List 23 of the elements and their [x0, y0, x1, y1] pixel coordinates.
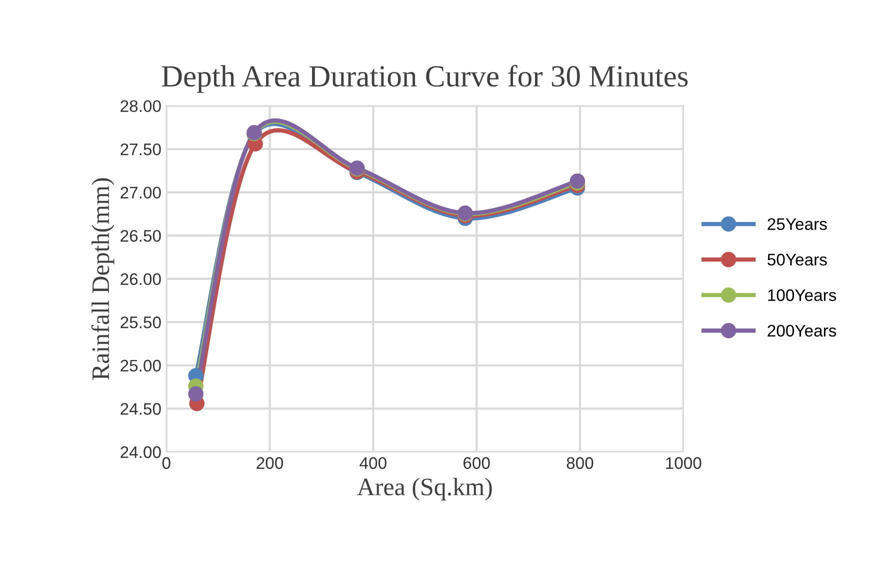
x-tick-label: 600: [464, 457, 490, 469]
x-tick-label: 400: [360, 457, 386, 469]
chart-title: Depth Area Duration Curve for 30 Minutes: [162, 64, 688, 93]
legend-label: 25Years: [768, 218, 827, 230]
legend-label: 50Years: [768, 254, 827, 266]
y-tick-label: 24.00: [120, 446, 161, 458]
x-tick-label: 0: [162, 457, 170, 469]
x-tick-label: 200: [256, 457, 284, 469]
y-tick-label: 25.50: [120, 316, 161, 328]
legend-label: 100Years: [768, 289, 836, 302]
y-tick-label: 28.00: [120, 100, 161, 112]
y-tick-label: 26.00: [120, 273, 161, 286]
legend-label: 200Years: [768, 324, 836, 337]
y-axis-title: Rainfall Depth(mm): [91, 178, 114, 380]
x-tick-label: 800: [566, 457, 594, 469]
x-axis-title: Area (Sq.km): [357, 478, 492, 501]
y-tick-label: 27.00: [120, 186, 161, 199]
x-tick-label: 1000: [666, 457, 702, 469]
y-tick-label: 25.00: [120, 360, 161, 372]
point: [188, 386, 204, 402]
y-tick-label: 24.50: [120, 403, 161, 415]
y-tick-label: 26.50: [120, 230, 161, 242]
y-tick-label: 27.50: [120, 143, 161, 156]
